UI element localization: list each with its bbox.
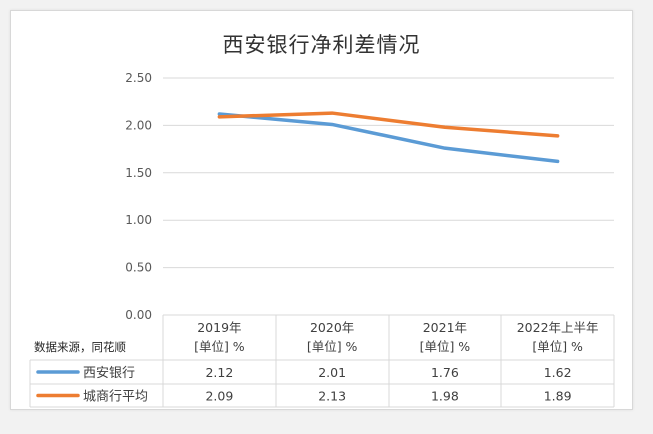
data-value-label: 2.01 <box>318 365 346 380</box>
data-table: 2019年 [单位] % 2020年 [单位] % 2021年 [单位] % 2022年上半… <box>29 314 615 408</box>
category-unit-label: [单位] % <box>307 339 358 354</box>
legend-label: 城商行平均 <box>83 390 148 405</box>
y-tick-label: 0.00 <box>125 308 152 322</box>
y-tick-label: 2.50 <box>125 71 152 85</box>
y-tick-label: 0.50 <box>125 261 152 275</box>
y-tick-labels: 0.00 0.50 1.00 1.50 2.00 2.50 <box>125 71 152 322</box>
series-lines <box>217 111 560 164</box>
data-value-label: 1.89 <box>544 389 572 404</box>
data-value-label: 2.09 <box>205 389 233 404</box>
series-line-1 <box>217 111 560 138</box>
category-label: 2020年 <box>310 320 354 335</box>
category-unit-label: [单位] % <box>420 339 471 354</box>
data-value-label: 1.76 <box>431 365 459 380</box>
y-tick-label: 1.00 <box>125 213 152 227</box>
data-value-label: 1.62 <box>544 365 572 380</box>
series-line-0 <box>217 112 560 164</box>
legend-label: 西安银行 <box>83 366 135 381</box>
category-label: 2022年上半年 <box>517 320 599 335</box>
data-value-label: 1.98 <box>431 389 459 404</box>
category-label: 2021年 <box>423 320 467 335</box>
data-value-label: 2.12 <box>205 365 233 380</box>
data-value-label: 2.13 <box>318 389 346 404</box>
chart-frame: 西安银行净利差情况 <box>10 10 633 410</box>
category-unit-label: [单位] % <box>532 339 583 354</box>
y-tick-label: 2.00 <box>125 118 152 132</box>
chart-title: 西安银行净利差情况 <box>222 33 421 57</box>
category-label: 2019年 <box>197 320 241 335</box>
category-unit-label: [单位] % <box>194 339 245 354</box>
grid-lines <box>163 77 614 269</box>
source-note: 数据来源，同花顺 <box>34 340 126 354</box>
y-tick-label: 1.50 <box>125 166 152 180</box>
